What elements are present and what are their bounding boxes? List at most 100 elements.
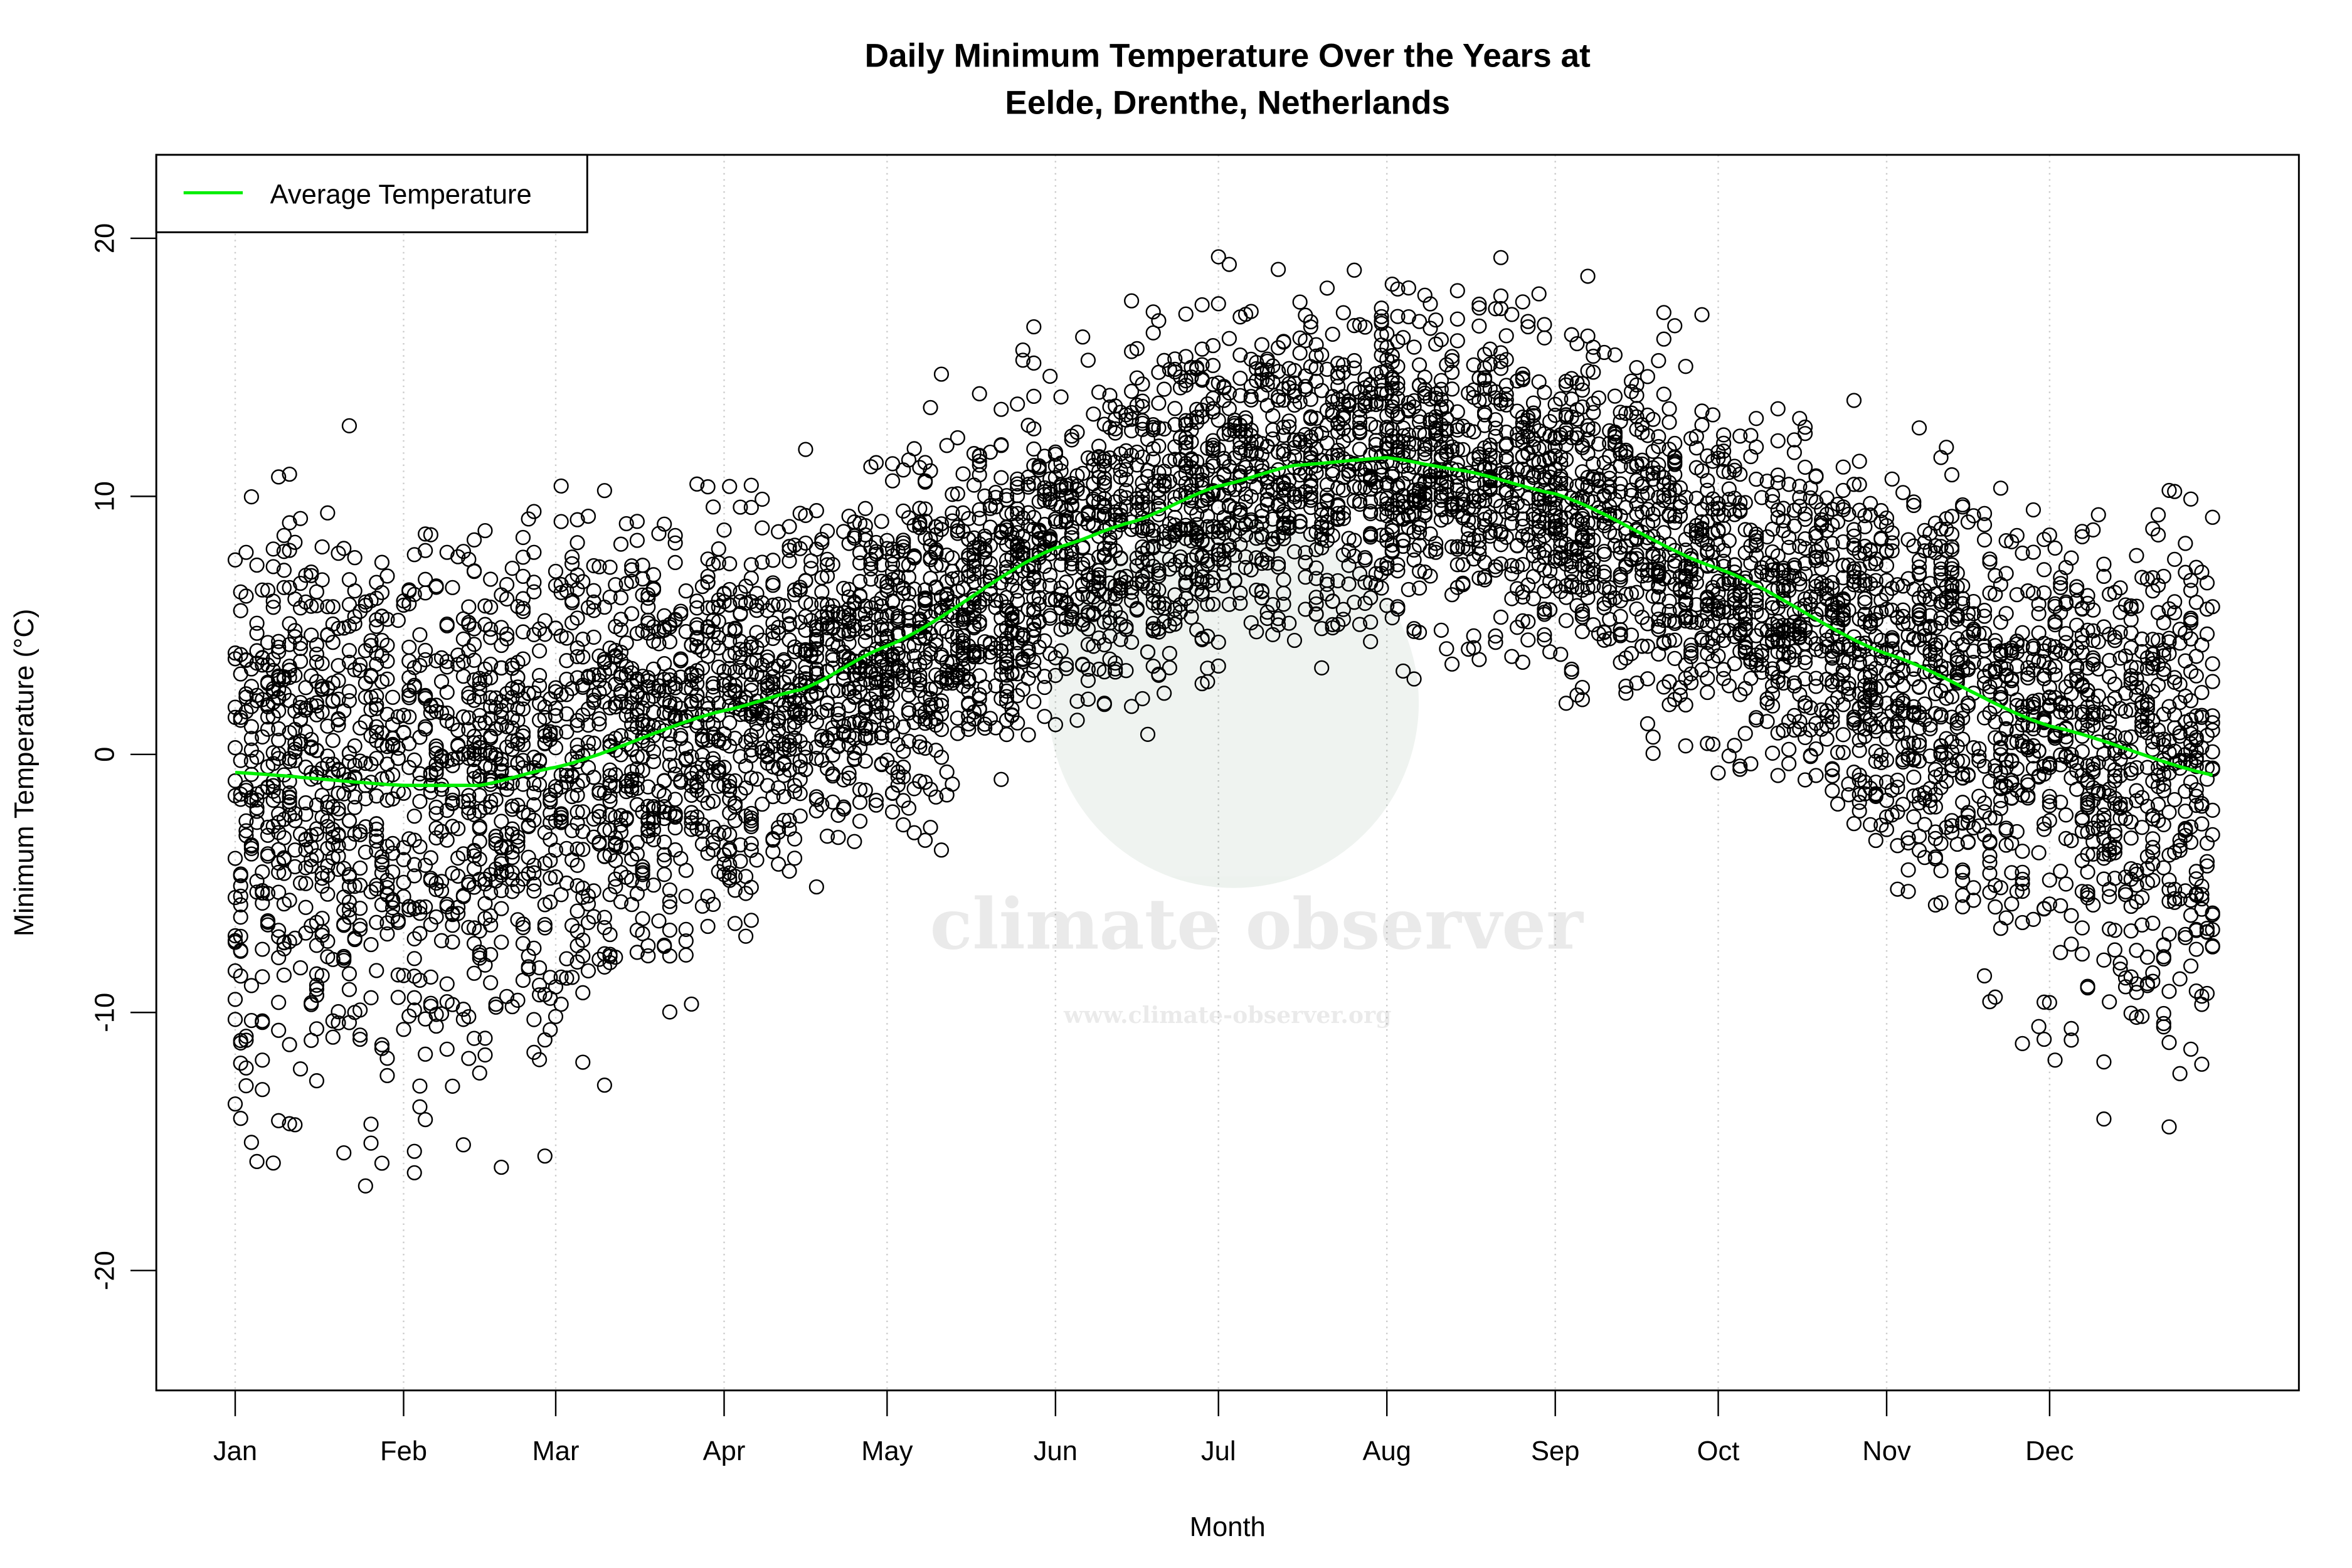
data-point — [1292, 345, 1308, 361]
data-point — [1640, 671, 1656, 687]
data-point — [689, 593, 705, 609]
data-point — [1862, 817, 1878, 832]
data-point — [939, 438, 955, 453]
data-point — [1270, 364, 1286, 379]
data-point — [1667, 318, 1683, 334]
data-point — [1661, 401, 1677, 416]
data-point — [1080, 352, 1096, 368]
data-point — [1819, 708, 1835, 724]
data-point — [243, 837, 259, 853]
data-point — [1531, 374, 1547, 390]
data-point — [939, 764, 955, 780]
data-point — [341, 572, 358, 588]
data-point — [569, 938, 585, 953]
data-point — [1976, 827, 1993, 843]
data-point — [2015, 864, 2030, 880]
data-point — [385, 900, 401, 916]
data-point — [1667, 632, 1683, 648]
data-point — [1254, 590, 1270, 606]
data-point — [1390, 563, 1406, 579]
data-point — [433, 1006, 450, 1022]
data-point — [591, 716, 607, 732]
data-point — [233, 1055, 248, 1071]
data-point — [336, 1145, 352, 1161]
data-point — [1493, 609, 1509, 625]
data-point — [596, 483, 612, 499]
data-point — [613, 590, 629, 606]
data-point — [1781, 713, 1797, 729]
data-point — [662, 893, 677, 909]
data-point — [510, 912, 526, 928]
data-point — [265, 600, 281, 615]
data-point — [1406, 542, 1422, 558]
data-point — [706, 896, 721, 913]
data-point — [1471, 652, 1487, 667]
data-point — [1770, 768, 1786, 783]
data-point — [580, 600, 596, 615]
data-point — [255, 1082, 270, 1098]
data-point — [1221, 331, 1237, 346]
data-point — [499, 576, 515, 593]
data-point — [1976, 710, 1993, 726]
data-point — [1966, 880, 1981, 896]
data-point — [374, 554, 390, 570]
data-point — [369, 750, 384, 766]
data-point — [2037, 532, 2052, 548]
data-point — [2156, 615, 2171, 631]
data-point — [352, 657, 368, 673]
data-point — [2031, 625, 2047, 641]
data-point — [868, 797, 884, 813]
data-point — [651, 913, 667, 929]
data-point — [2183, 583, 2199, 598]
data-point — [2063, 936, 2079, 952]
data-point — [1998, 606, 2014, 622]
data-point — [608, 699, 623, 715]
data-point — [352, 1027, 368, 1043]
data-point — [596, 1078, 612, 1093]
data-point — [689, 476, 705, 492]
data-point — [249, 1153, 265, 1169]
data-point — [591, 951, 607, 967]
chart-title-line-2: Eelde, Drenthe, Netherlands — [1005, 85, 1450, 122]
data-point — [706, 499, 721, 515]
data-point — [521, 818, 536, 834]
data-point — [287, 1117, 303, 1133]
data-point — [423, 969, 438, 985]
data-point — [1020, 727, 1036, 743]
data-point — [1629, 675, 1645, 691]
data-point — [580, 914, 596, 931]
data-point — [711, 640, 726, 656]
data-point — [700, 600, 716, 616]
data-point — [1613, 405, 1628, 420]
data-point — [1743, 670, 1759, 686]
data-point — [2156, 1015, 2171, 1031]
data-point — [1433, 373, 1449, 388]
data-point — [2053, 580, 2069, 595]
data-point — [1656, 305, 1671, 320]
data-point — [1781, 756, 1797, 771]
data-point — [325, 1029, 341, 1045]
data-point — [667, 554, 683, 571]
data-point — [347, 550, 363, 566]
data-point — [2053, 945, 2069, 960]
data-point — [1270, 262, 1286, 277]
data-point — [841, 770, 857, 786]
data-point — [1645, 729, 1661, 745]
data-point — [1363, 633, 1379, 650]
data-point — [412, 1099, 428, 1115]
data-point — [1537, 632, 1552, 647]
data-point — [433, 781, 450, 797]
data-point — [406, 547, 422, 563]
data-point — [2053, 576, 2069, 591]
data-point — [2058, 876, 2074, 892]
data-point — [260, 635, 276, 650]
data-point — [2205, 708, 2220, 724]
data-point — [1537, 384, 1552, 400]
data-point — [2025, 748, 2042, 764]
data-point — [1145, 615, 1161, 632]
data-point — [276, 580, 292, 595]
data-point — [945, 505, 960, 521]
data-point — [917, 832, 933, 848]
data-point — [1792, 411, 1808, 426]
data-point — [1276, 596, 1291, 612]
